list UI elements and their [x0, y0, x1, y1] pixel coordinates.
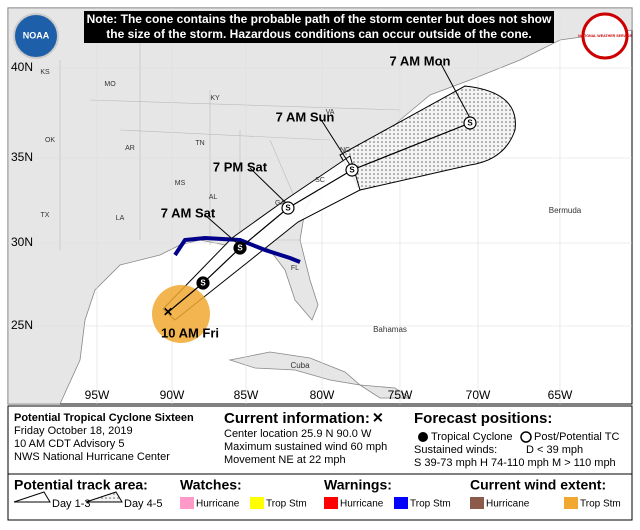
watches-title: Watches:	[180, 477, 242, 493]
forecast-point-label: S	[237, 244, 243, 253]
noaa-logo	[13, 13, 59, 59]
storm-name: Potential Tropical Cyclone Sixteen	[14, 412, 194, 424]
lat-label: 40N	[11, 60, 33, 74]
warn-ts-label: Trop Stm	[410, 499, 451, 510]
watch-hurricane-swatch	[180, 497, 194, 509]
wind-ts-swatch	[564, 497, 578, 509]
place-label: GA	[275, 200, 285, 207]
forecast-point	[281, 201, 295, 215]
forecast-label: 7 AM Sun	[276, 109, 335, 124]
place-label: KY	[210, 95, 220, 102]
tropical-storm-warning	[173, 235, 301, 264]
forecast-point-label: S	[349, 166, 355, 175]
day45-label: Day 4-5	[124, 498, 163, 510]
wind: Maximum sustained wind 60 mph	[224, 441, 387, 453]
lon-label: 90W	[160, 388, 185, 402]
center: NWS National Hurricane Center	[14, 451, 170, 463]
ptc-label: Post/Potential TC	[534, 431, 619, 443]
place-label: Bermuda	[549, 206, 582, 215]
wind-title: Current wind extent:	[470, 477, 606, 493]
forecast-point	[233, 241, 247, 255]
day13-label: Day 1-3	[52, 498, 91, 510]
lon-label: 85W	[234, 388, 259, 402]
place-label: Bahamas	[373, 325, 407, 334]
place-label: LA	[116, 215, 125, 222]
note: Note: The cone contains the probable pat…	[87, 12, 552, 41]
place-label: AR	[125, 145, 135, 152]
movement: Movement NE at 22 mph	[224, 454, 346, 466]
day13-swatch	[13, 491, 51, 503]
warn-ts-swatch	[394, 497, 408, 509]
nws-logo	[581, 12, 629, 60]
wind-hurricane-label: Hurricane	[486, 499, 530, 510]
place-label: NC	[340, 147, 350, 154]
place-label: VA	[326, 109, 335, 116]
place-label: MS	[175, 180, 186, 187]
advisory: 10 AM CDT Advisory 5	[14, 438, 124, 450]
location: Center location 25.9 N 90.0 W	[224, 428, 372, 440]
warn-hurricane-swatch	[324, 497, 338, 509]
warn-hurricane-label: Hurricane	[340, 499, 384, 510]
place-label: Cuba	[290, 361, 310, 370]
tc-label: Tropical Cyclone	[431, 431, 513, 443]
note-line: the size of the storm. Hazardous conditi…	[106, 27, 531, 41]
lon-label: 95W	[85, 388, 110, 402]
lat-label: 25N	[11, 318, 33, 332]
forecast-label: 10 AM Fri	[161, 325, 219, 340]
label-leaders	[204, 61, 471, 245]
watch-hurricane-label: Hurricane	[196, 499, 240, 510]
forecast-label: 7 AM Mon	[390, 53, 451, 68]
wind-hurricane-swatch	[470, 497, 484, 509]
scale: S 39-73 mph H 74-110 mph M > 110 mph	[414, 457, 616, 469]
lon-label: 80W	[310, 388, 335, 402]
sustained: Sustained winds:	[414, 444, 497, 456]
date: Friday October 18, 2019	[14, 425, 133, 437]
forecast-point	[345, 163, 359, 177]
current-title: Current information:	[224, 410, 370, 427]
watch-ts-swatch	[250, 497, 264, 509]
track-title: Potential track area:	[14, 477, 148, 493]
land	[7, 7, 633, 405]
forecast-title: Forecast positions:	[414, 410, 552, 427]
forecast-point	[463, 116, 477, 130]
current-position: ✕	[163, 305, 173, 319]
place-label: OK	[45, 137, 55, 144]
current-title-symbol: ✕	[372, 410, 384, 426]
place-label: MO	[104, 81, 116, 88]
forecast-label: 7 PM Sat	[213, 159, 268, 174]
warnings-title: Warnings:	[324, 477, 392, 493]
wind-extent	[152, 285, 210, 343]
noaa-text: NOAA	[23, 30, 50, 40]
lon-label: 65W	[548, 388, 573, 402]
forecast-point-label: S	[467, 119, 473, 128]
note-line: Note: The cone contains the probable pat…	[87, 12, 552, 26]
nws-text: NATIONAL WEATHER SERVICE	[578, 34, 632, 38]
place-label: TN	[195, 140, 204, 147]
hispaniola-land	[359, 384, 412, 399]
lat-label: 35N	[11, 150, 33, 164]
tc-symbol	[418, 432, 428, 442]
note-box	[84, 11, 554, 43]
lat-label: 30N	[11, 235, 33, 249]
place-label: TX	[41, 212, 50, 219]
lon-label: 70W	[466, 388, 491, 402]
forecast-label: 7 AM Sat	[161, 205, 216, 220]
d-label: D < 39 mph	[526, 444, 583, 456]
place-label: FL	[291, 265, 299, 272]
track-line	[166, 122, 471, 314]
wind-ts-label: Trop Stm	[580, 499, 621, 510]
place-label: AL	[209, 194, 218, 201]
cone-day-4-5	[339, 85, 516, 191]
forecast-point	[196, 276, 210, 290]
day45-swatch	[85, 491, 123, 503]
lon-label: 75W	[388, 388, 413, 402]
watch-ts-label: Trop Stm	[266, 499, 307, 510]
forecast-point-label: S	[200, 279, 206, 288]
place-label: KS	[40, 69, 50, 76]
state-borders	[59, 40, 401, 250]
place-label: SC	[315, 177, 325, 184]
forecast-point-label: S	[285, 204, 291, 213]
ptc-symbol	[520, 431, 532, 443]
